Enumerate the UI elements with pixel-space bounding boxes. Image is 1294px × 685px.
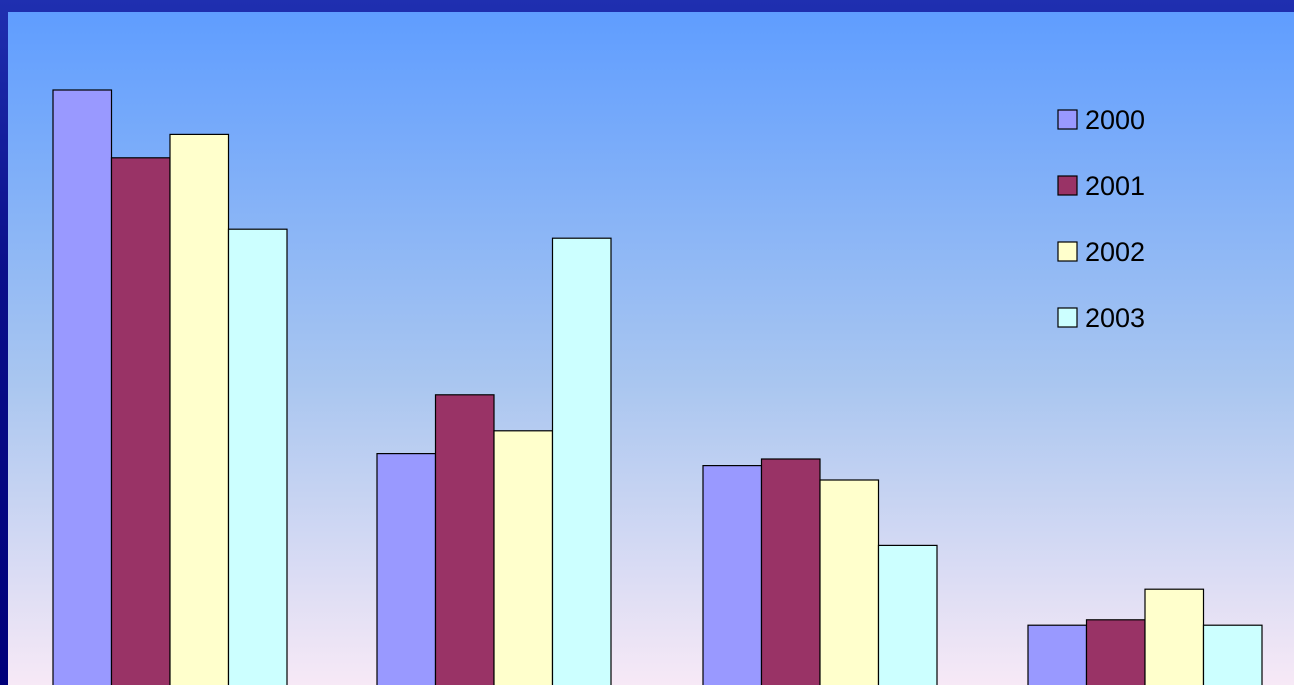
- legend: 2000 2001 2002 2003: [1057, 105, 1145, 333]
- bar-2002-group-2: [493, 430, 554, 685]
- bar-2003-group-1: [227, 228, 288, 685]
- bar-2003-group-4: [1202, 624, 1263, 685]
- legend-label-2002: 2002: [1085, 237, 1145, 267]
- bar-2001-group-1: [110, 157, 171, 685]
- legend-label-2000: 2000: [1085, 105, 1145, 135]
- bar-2001-group-3: [760, 458, 821, 685]
- bar-2001-group-2: [434, 394, 495, 685]
- legend-label-2003: 2003: [1085, 303, 1145, 333]
- bar-2000-group-1: [52, 89, 113, 685]
- bar-2002-group-1: [169, 133, 230, 685]
- bar-2002-group-3: [819, 479, 880, 685]
- bar-2002-group-4: [1144, 588, 1205, 685]
- legend-swatch-2003: [1057, 307, 1078, 328]
- legend-label-2001: 2001: [1085, 171, 1145, 201]
- bar-2003-group-2: [551, 237, 612, 685]
- bar-2000-group-3: [702, 465, 763, 685]
- bar-2003-group-3: [877, 544, 938, 685]
- bar-2000-group-4: [1027, 624, 1088, 685]
- legend-swatch-2000: [1057, 109, 1078, 130]
- bars-group: [52, 89, 1263, 685]
- legend-swatch-2002: [1057, 241, 1078, 262]
- legend-swatch-2001: [1057, 175, 1078, 196]
- bar-2001-group-4: [1085, 619, 1146, 685]
- bar-2000-group-2: [376, 453, 437, 685]
